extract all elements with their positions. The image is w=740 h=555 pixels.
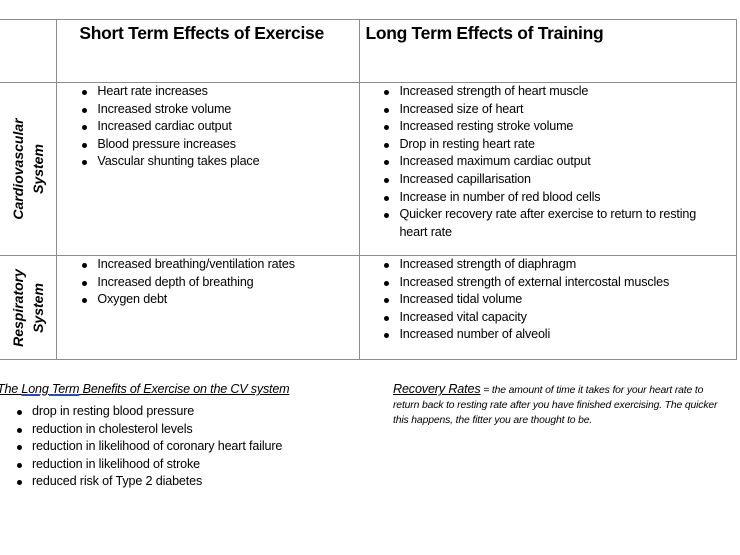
benefits-title-prefix: The	[0, 382, 19, 396]
recovery-line: Recovery Rates = the amount of time it t…	[393, 382, 740, 398]
benefits-list: drop in resting blood pressure reduction…	[0, 403, 387, 491]
list-item: Increased capillarisation	[360, 171, 736, 189]
recovery-term: Recovery Rates	[393, 382, 481, 396]
row-label-line: Cardiovascular	[9, 118, 26, 220]
row-label-line: Respiratory	[9, 268, 26, 347]
cell-cardio-short-term: Heart rate increases Increased stroke vo…	[56, 82, 361, 256]
list-item: reduction in likelihood of stroke	[0, 456, 387, 474]
header-cell-short-term: Short Term Effects of Exercise	[56, 19, 361, 83]
row-label-cell: Respiratory System	[0, 255, 58, 360]
recovery-definition-1: = the amount of time it takes for your h…	[480, 385, 704, 396]
benefits-title-highlight: Long Term	[21, 382, 80, 396]
long-term-benefits-section: The Long Term Benefits of Exercise on th…	[0, 382, 387, 491]
list-item: Increased cardiac output	[57, 118, 359, 136]
list-item: Quicker recovery rate after exercise to …	[360, 206, 736, 241]
cell-resp-short-term: Increased breathing/ventilation rates In…	[56, 255, 361, 360]
effects-table: Short Term Effects of Exercise Long Term…	[0, 19, 737, 360]
row-label-cell: Cardiovascular System	[0, 82, 58, 256]
list-item: Increased size of heart	[360, 101, 736, 119]
list-item: Increased tidal volume	[360, 291, 736, 309]
recovery-definition-3: this happens, the fitter you are thought…	[393, 415, 593, 426]
list-item: Increased strength of heart muscle	[360, 83, 736, 101]
header-cell-long-term: Long Term Effects of Training	[359, 19, 737, 83]
short-term-heading: Short Term Effects of Exercise	[79, 23, 324, 43]
bullet-list: Increased strength of diaphragm Increase…	[360, 256, 736, 344]
bullet-list: Increased breathing/ventilation rates In…	[57, 256, 359, 309]
list-item: drop in resting blood pressure	[0, 403, 387, 421]
long-term-heading: Long Term Effects of Training	[365, 23, 604, 43]
list-item: Vascular shunting takes place	[57, 153, 359, 171]
row-label-line: System	[29, 144, 46, 194]
recovery-rates-section: Recovery Rates = the amount of time it t…	[393, 382, 740, 428]
list-item: Increased stroke volume	[57, 101, 359, 119]
header-cell-empty	[0, 19, 58, 83]
list-item: Increased number of alveoli	[360, 326, 736, 344]
benefits-title: The Long Term Benefits of Exercise on th…	[0, 382, 387, 396]
list-item: Blood pressure increases	[57, 136, 359, 154]
cell-cardio-long-term: Increased strength of heart muscle Incre…	[359, 82, 737, 256]
list-item: Increased vital capacity	[360, 309, 736, 327]
row-label-respiratory: Respiratory System	[8, 269, 48, 347]
list-item: Heart rate increases	[57, 83, 359, 101]
row-label-cardiovascular: Cardiovascular System	[8, 118, 48, 219]
bullet-list: Increased strength of heart muscle Incre…	[360, 83, 736, 241]
list-item: reduction in likelihood of coronary hear…	[0, 438, 387, 456]
list-item: Increased strength of external intercost…	[360, 274, 736, 292]
list-item: Increased breathing/ventilation rates	[57, 256, 359, 274]
row-label-line: System	[29, 282, 46, 333]
bullet-list: Heart rate increases Increased stroke vo…	[57, 83, 359, 171]
cell-resp-long-term: Increased strength of diaphragm Increase…	[359, 255, 737, 360]
list-item: Increased resting stroke volume	[360, 118, 736, 136]
list-item: reduction in cholesterol levels	[0, 421, 387, 439]
table-header-row: Short Term Effects of Exercise Long Term…	[0, 19, 737, 83]
list-item: Increased depth of breathing	[57, 274, 359, 292]
list-item: reduced risk of Type 2 diabetes	[0, 473, 387, 491]
list-item: Oxygen debt	[57, 291, 359, 309]
list-item: Drop in resting heart rate	[360, 136, 736, 154]
recovery-definition-2: return back to resting rate after you ha…	[393, 400, 718, 411]
table-row-cardiovascular: Cardiovascular System Heart rate increas…	[0, 82, 737, 256]
table-row-respiratory: Respiratory System Increased breathing/v…	[0, 255, 737, 360]
list-item: Increased maximum cardiac output	[360, 153, 736, 171]
list-item: Increased strength of diaphragm	[360, 256, 736, 274]
list-item: Increase in number of red blood cells	[360, 189, 736, 207]
benefits-title-suffix: Benefits of Exercise on the CV system	[79, 382, 290, 396]
